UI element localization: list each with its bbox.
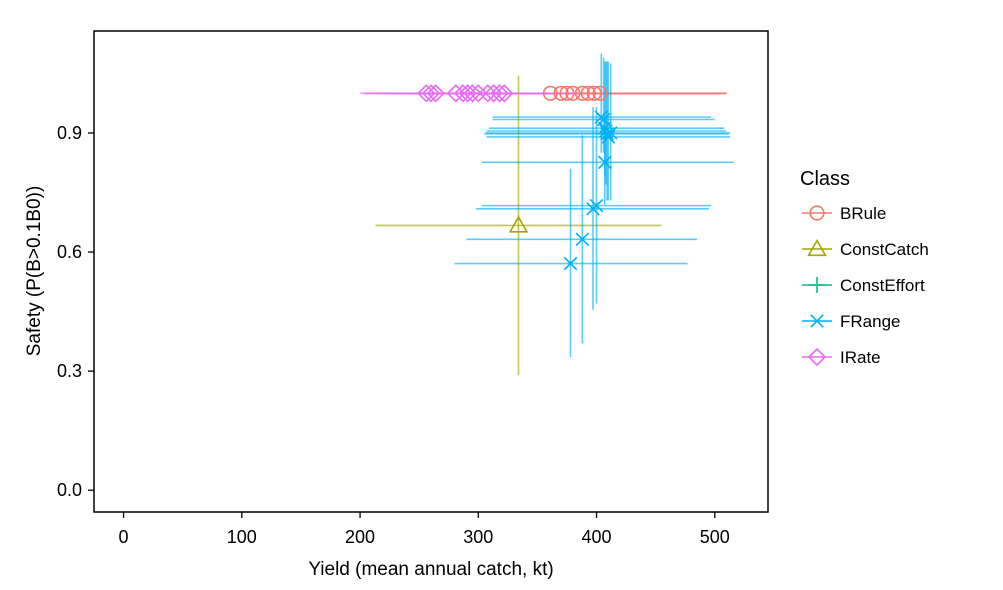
legend-label: ConstCatch <box>840 240 929 259</box>
x-tick-label: 500 <box>700 527 730 547</box>
point-brule-1 <box>553 85 569 101</box>
point-irate-8 <box>478 84 497 103</box>
x-axis: 0 100 200 300 400 500 <box>119 512 730 547</box>
point-brule-2 <box>559 85 575 101</box>
points-layer <box>417 84 618 271</box>
point-brule-0 <box>542 85 559 101</box>
plot-border <box>93 30 769 513</box>
x-tick-label: 0 <box>119 527 129 547</box>
legend-item-constcatch: ConstCatch <box>802 238 929 259</box>
point-brule-4 <box>574 85 590 101</box>
y-tick-label: 0.6 <box>57 242 82 262</box>
point-brule-7 <box>592 85 608 101</box>
x-tick-label: 200 <box>345 527 375 547</box>
point-brule-3 <box>565 85 581 101</box>
legend-key-plus-icon <box>809 277 825 293</box>
point-irate-10 <box>490 84 509 103</box>
legend: Class BRule ConstCatch ConstEffort FRange IR… <box>800 168 929 367</box>
point-irate-0 <box>417 84 436 103</box>
legend-item-irate: IRate <box>802 347 881 367</box>
legend-key-diamond-icon <box>807 347 827 367</box>
y-tick-label: 0.9 <box>57 123 82 143</box>
legend-item-brule: BRule <box>802 204 886 223</box>
point-irate-7 <box>469 84 488 103</box>
point-frange-3 <box>589 198 604 213</box>
point-brule-5 <box>580 85 596 101</box>
point-irate-11 <box>495 84 514 103</box>
legend-label: IRate <box>840 348 881 367</box>
point-frange-11 <box>603 126 618 140</box>
point-irate-1 <box>421 84 441 103</box>
legend-item-consteffort: ConstEffort <box>802 276 925 295</box>
legend-key-triangle-icon <box>807 238 827 257</box>
point-irate-3 <box>446 84 465 103</box>
point-irate-6 <box>463 84 482 103</box>
x-tick-label: 100 <box>227 527 257 547</box>
plot-background <box>94 31 768 512</box>
y-axis-title: Safety (P(B>0.1B0)) <box>24 186 45 357</box>
legend-key-circle-icon <box>809 205 825 221</box>
point-frange-0 <box>563 256 578 271</box>
point-frange-1 <box>575 232 590 247</box>
point-constcatch-0 <box>508 215 529 233</box>
y-axis: 0.0 0.3 0.6 0.9 <box>57 123 94 500</box>
point-frange-4 <box>598 155 612 170</box>
legend-label: FRange <box>840 312 900 331</box>
legend-label: BRule <box>840 204 886 223</box>
legend-key-cross-icon <box>810 314 824 328</box>
point-irate-2 <box>426 84 445 103</box>
x-axis-title: Yield (mean annual catch, kt) <box>308 559 553 580</box>
legend-title: Class <box>800 168 850 190</box>
legend-label: ConstEffort <box>840 276 925 295</box>
y-tick-label: 0.3 <box>57 361 82 381</box>
point-irate-4 <box>453 84 473 103</box>
point-frange-10 <box>601 130 616 144</box>
y-tick-label: 0.0 <box>57 480 82 500</box>
legend-item-frange: FRange <box>802 312 900 331</box>
x-tick-label: 300 <box>463 527 493 547</box>
x-tick-label: 400 <box>582 527 612 547</box>
point-frange-9 <box>600 126 614 141</box>
point-brule-6 <box>586 85 602 101</box>
